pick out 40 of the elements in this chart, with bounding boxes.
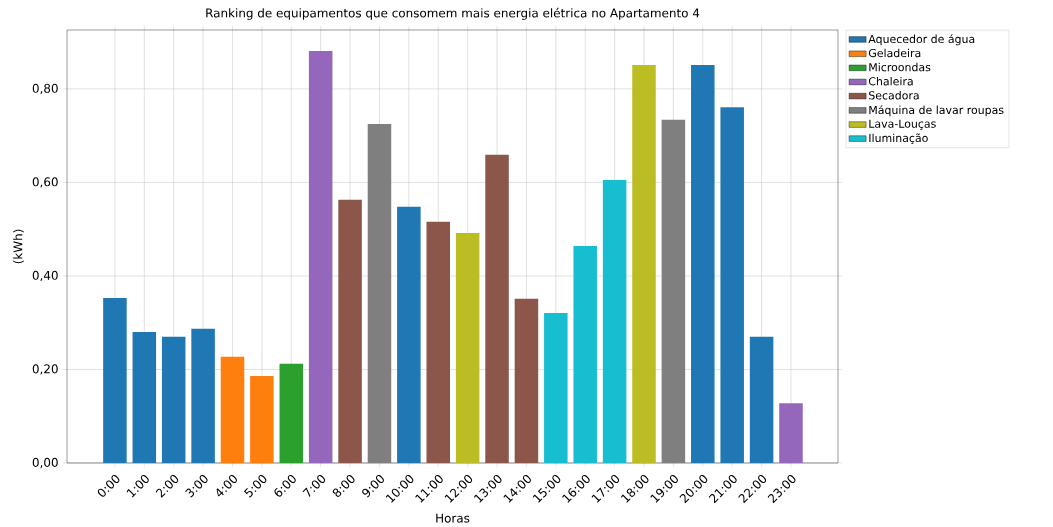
bar	[161, 336, 186, 464]
bar	[691, 65, 715, 464]
bar	[779, 403, 803, 464]
legend-label: Aquecedor de água	[868, 34, 975, 46]
bar	[544, 313, 568, 464]
y-axis-title: (kWh)	[13, 229, 24, 264]
x-axis-title: Horas	[436, 513, 470, 523]
bar	[720, 107, 744, 464]
bar	[250, 376, 274, 464]
legend-label: Iluminação	[869, 133, 928, 145]
bar	[573, 246, 597, 464]
bar	[367, 124, 392, 464]
legend-label: Máquina de lavar roupas	[869, 105, 1004, 117]
bar	[602, 180, 627, 464]
bar	[514, 299, 539, 464]
bar	[749, 336, 774, 464]
bar	[191, 328, 215, 464]
bar	[455, 233, 480, 464]
legend-label: Secadora	[869, 91, 919, 100]
bar	[632, 65, 656, 464]
bar	[103, 298, 127, 464]
bar	[220, 357, 245, 464]
legend-label: Microondas	[869, 63, 931, 72]
chart-title: Ranking de equipamentos que consomem mais energia elétrica no Apartamento 4	[206, 7, 700, 21]
bar	[338, 199, 362, 464]
y-tick-label: 0,40	[32, 271, 58, 282]
bar	[279, 364, 304, 464]
bar	[485, 155, 509, 464]
y-tick-label: 0,20	[32, 364, 58, 375]
bar	[426, 221, 451, 464]
bar	[308, 51, 333, 464]
bar	[661, 119, 686, 464]
y-tick-label: 0,80	[32, 83, 58, 95]
legend-label: Lava-Louças	[869, 119, 936, 130]
bar	[397, 206, 421, 464]
bar	[132, 332, 157, 464]
legend-label: Geladeira	[868, 48, 921, 58]
y-tick-label: 0,00	[32, 458, 58, 469]
y-tick-label: 0,60	[32, 177, 58, 188]
legend-label: Chaleira	[868, 77, 913, 86]
